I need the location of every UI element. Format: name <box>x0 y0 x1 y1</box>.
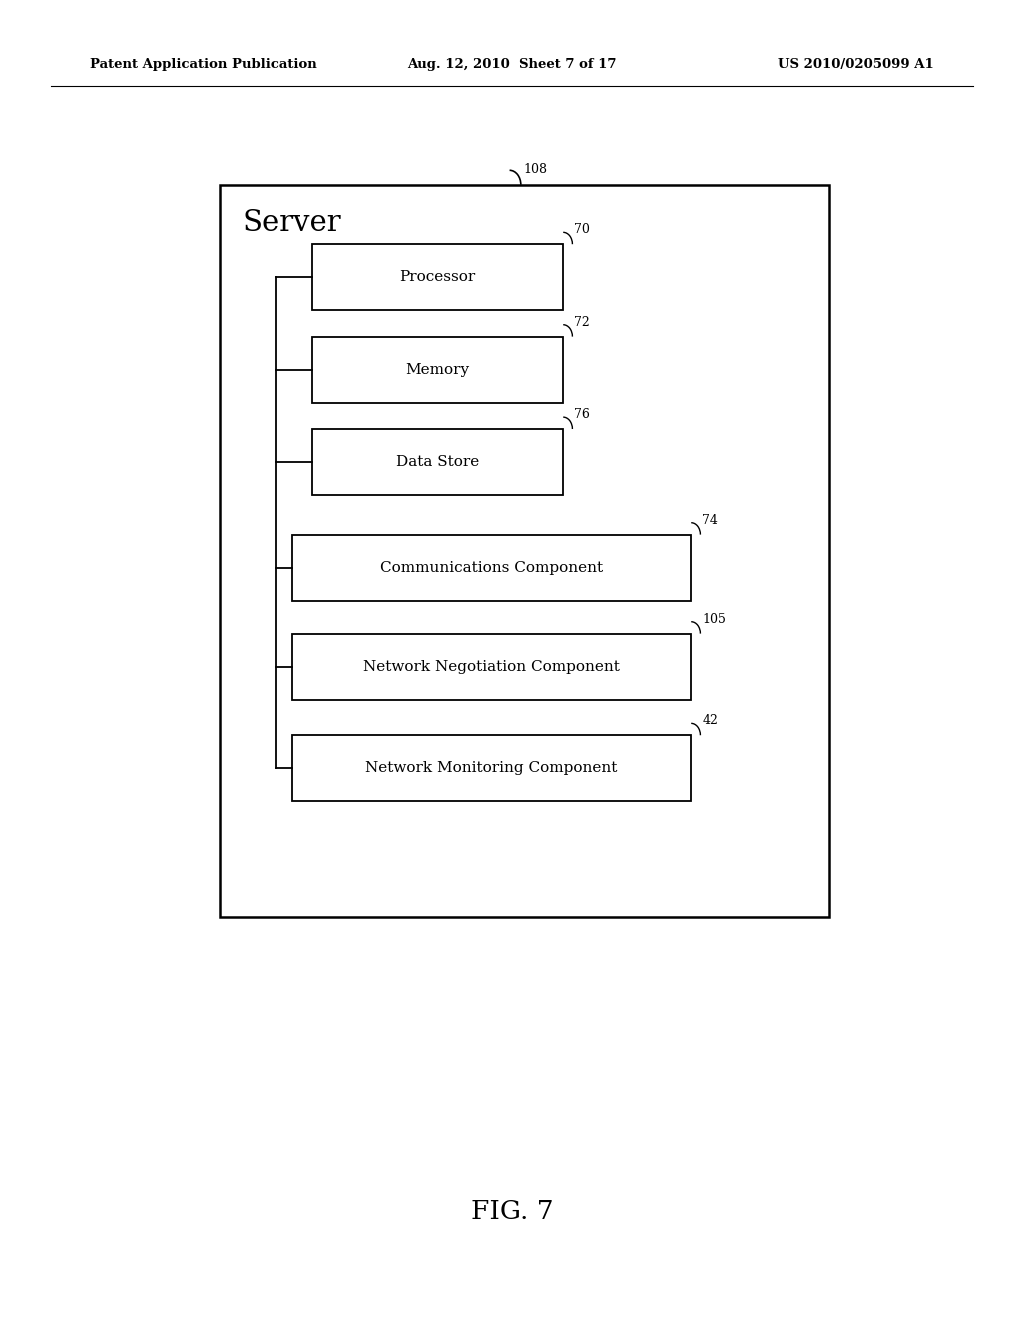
Text: 42: 42 <box>702 714 719 727</box>
Text: Aug. 12, 2010  Sheet 7 of 17: Aug. 12, 2010 Sheet 7 of 17 <box>408 58 616 71</box>
Bar <box>292 535 691 601</box>
Text: US 2010/0205099 A1: US 2010/0205099 A1 <box>778 58 934 71</box>
Text: 76: 76 <box>574 408 591 421</box>
Text: Network Negotiation Component: Network Negotiation Component <box>364 660 620 673</box>
Text: Patent Application Publication: Patent Application Publication <box>90 58 316 71</box>
Text: 72: 72 <box>574 315 590 329</box>
Bar <box>292 735 691 801</box>
Text: 74: 74 <box>702 513 719 527</box>
Text: Communications Component: Communications Component <box>380 561 603 574</box>
Text: Memory: Memory <box>406 363 470 376</box>
Text: Processor: Processor <box>399 271 476 284</box>
Bar <box>312 337 563 403</box>
Text: 105: 105 <box>702 612 726 626</box>
Text: Server: Server <box>243 209 341 236</box>
Bar <box>312 429 563 495</box>
Text: Data Store: Data Store <box>396 455 479 469</box>
Bar <box>292 634 691 700</box>
Text: 70: 70 <box>574 223 591 236</box>
Bar <box>220 185 829 917</box>
Bar <box>312 244 563 310</box>
Text: Network Monitoring Component: Network Monitoring Component <box>366 762 617 775</box>
Text: FIG. 7: FIG. 7 <box>471 1200 553 1224</box>
Text: 108: 108 <box>524 162 548 176</box>
